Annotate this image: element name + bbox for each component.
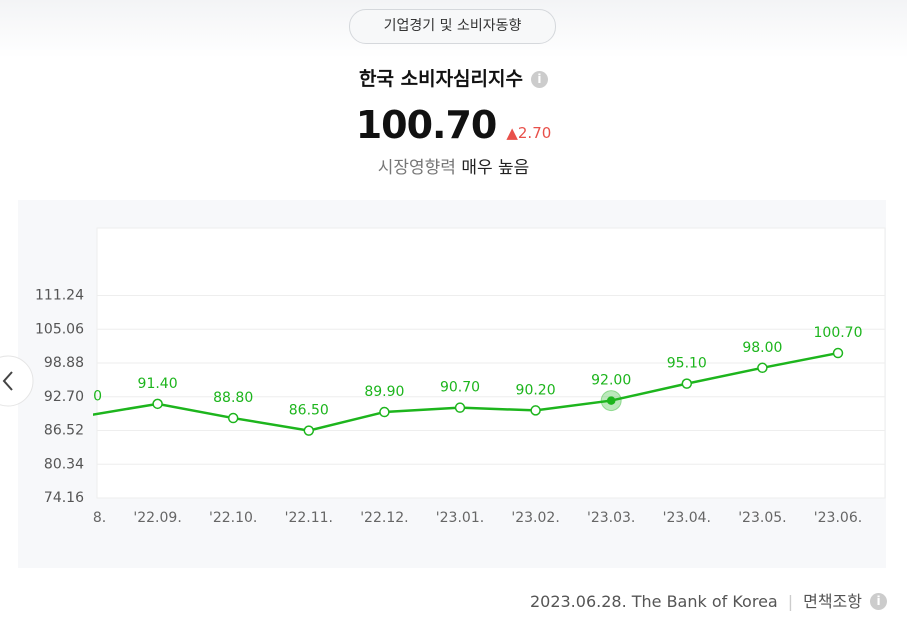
x-tick-label: '23.02.	[511, 510, 559, 526]
impact: 시장영향력 매우 높음	[0, 153, 907, 178]
value-label: 98.00	[742, 340, 782, 356]
value-label: 86.50	[289, 403, 329, 419]
impact-label: 시장영향력	[377, 158, 456, 178]
source: 2023.06.28. The Bank of Korea	[529, 592, 778, 611]
x-tick-label: '22.10.	[209, 510, 257, 526]
change-value: 2.70	[517, 124, 552, 142]
tab[interactable]: 기업경기 및 소비자동향	[349, 9, 556, 44]
value-label: 91.40	[138, 376, 178, 392]
x-tick-label: '23.04.	[663, 510, 711, 526]
x-tick-label: '22.12.	[360, 510, 408, 526]
prev-arrow	[2, 371, 13, 391]
value-label: 88.80	[213, 390, 253, 406]
info-icon[interactable]: i	[870, 593, 887, 610]
point	[530, 405, 541, 416]
value-row: 100.70 ▲2.70	[0, 103, 907, 147]
value-label: 90.70	[440, 380, 480, 396]
value-label: 92.00	[591, 373, 631, 389]
point	[227, 412, 239, 424]
point	[832, 347, 844, 359]
value-label: 90.20	[516, 382, 556, 398]
info-icon[interactable]: i	[530, 71, 548, 88]
title: 한국 소비자심리지수	[359, 68, 523, 90]
separator: |	[787, 592, 794, 611]
point	[379, 406, 390, 418]
value-label: 89.90	[364, 384, 404, 400]
point	[152, 398, 163, 410]
point	[681, 378, 693, 389]
x-tick-label: '23.03.	[587, 510, 635, 526]
prev-button[interactable]	[0, 355, 34, 407]
x-tick-label: '22.09.	[133, 510, 181, 526]
index-value: 100.70	[355, 103, 498, 147]
change: ▲2.70	[506, 124, 552, 142]
y-tick-label: 98.88	[44, 355, 84, 371]
y-tick-label: 105.06	[35, 321, 84, 337]
y-tick-label: 111.24	[35, 288, 84, 304]
footer: 2023.06.28. The Bank of Korea | 면책조항 i	[530, 588, 887, 612]
point	[454, 402, 466, 413]
value-label: 100.70	[814, 325, 863, 341]
x-tick-label: '22.08.	[58, 510, 106, 526]
x-tick-label: '23.01.	[436, 510, 484, 526]
y-tick-label: 80.34	[44, 456, 84, 472]
impact-level: 매우 높음	[461, 158, 530, 178]
point	[757, 362, 768, 374]
disclaimer[interactable]: 면책조항	[803, 592, 862, 611]
grid: 74.16 80.34 86.52 92.70 98.88 105.06 111.24	[35, 288, 885, 506]
point	[303, 425, 315, 436]
x-tick-label: '23.06.	[814, 510, 862, 526]
y-tick-label: 74.16	[44, 490, 84, 506]
point	[606, 396, 616, 405]
y-tick-label: 86.52	[44, 423, 84, 439]
value-label: 89.10	[62, 388, 102, 404]
x-tick-label: '23.05.	[738, 510, 786, 526]
value-label: 95.10	[667, 356, 707, 372]
y-tick-label: 92.70	[44, 389, 84, 405]
title-row: 한국 소비자심리지수 i	[0, 64, 907, 91]
x-tick-label: '22.11.	[285, 510, 333, 526]
plot: 89.10 '22.08. 91.40 '22.09. 88.80 '22.10. 86.5…	[58, 325, 863, 526]
